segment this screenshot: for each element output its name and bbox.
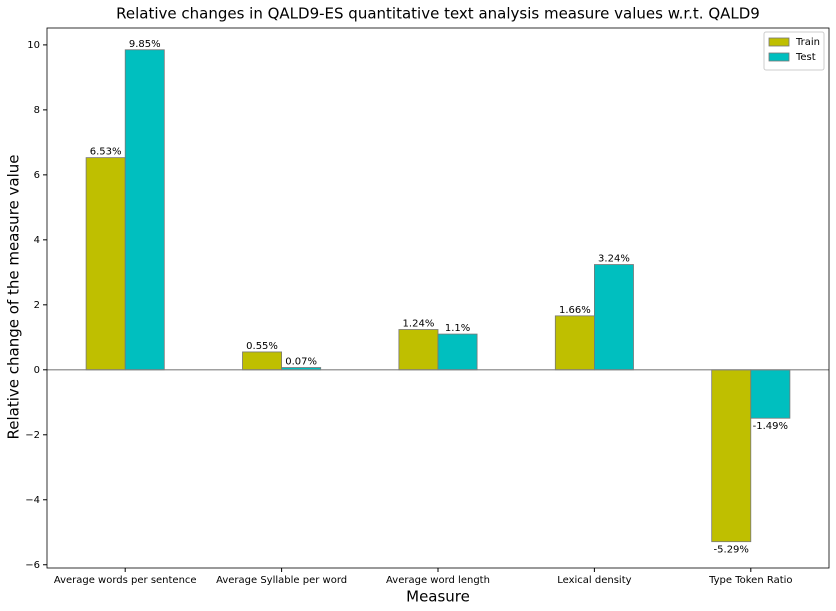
y-tick-label: −4 [25, 495, 40, 506]
bar [437, 333, 478, 371]
value-label: 1.1% [445, 323, 470, 334]
bar [242, 351, 282, 371]
x-axis-label: Measure [406, 588, 470, 606]
legend-swatch [768, 52, 790, 62]
y-tick-label: 4 [34, 235, 40, 246]
x-tick-label: Average words per sentence [54, 575, 197, 586]
y-axis-label: Relative change of the measure value [5, 155, 23, 440]
legend-label: Test [795, 52, 816, 63]
bar [85, 157, 126, 371]
y-tick-label: 2 [34, 300, 40, 311]
legend-swatch [768, 37, 790, 47]
value-label: 1.66% [559, 305, 591, 316]
y-tick-label: −2 [25, 430, 40, 441]
value-label: 3.24% [598, 254, 630, 265]
y-tick-label: −6 [25, 560, 40, 571]
y-tick-label: 6 [34, 170, 40, 181]
x-tick-label: Lexical density [557, 575, 631, 586]
y-tick-label: 10 [27, 40, 40, 51]
value-label: 0.07% [285, 357, 317, 368]
value-label: 0.55% [246, 341, 278, 352]
bar [711, 369, 752, 543]
value-label: 1.24% [403, 319, 435, 330]
chart-title: Relative changes in QALD9-ES quantitativ… [116, 5, 760, 23]
bar [554, 315, 595, 371]
bar [594, 264, 634, 371]
x-tick-label: Average word length [386, 575, 490, 586]
value-label: 6.53% [90, 147, 122, 158]
y-tick-label: 0 [34, 365, 40, 376]
bar [124, 49, 165, 371]
legend-label: Train [795, 37, 820, 48]
value-label: -5.29% [714, 545, 749, 556]
bar [398, 329, 439, 371]
y-tick-label: 8 [34, 105, 40, 116]
plot-frame [46, 27, 830, 569]
bar [750, 369, 791, 419]
value-label: 9.85% [129, 39, 161, 50]
x-tick-label: Type Token Ratio [708, 575, 792, 586]
x-tick-label: Average Syllable per word [216, 575, 347, 586]
value-label: -1.49% [753, 421, 788, 432]
